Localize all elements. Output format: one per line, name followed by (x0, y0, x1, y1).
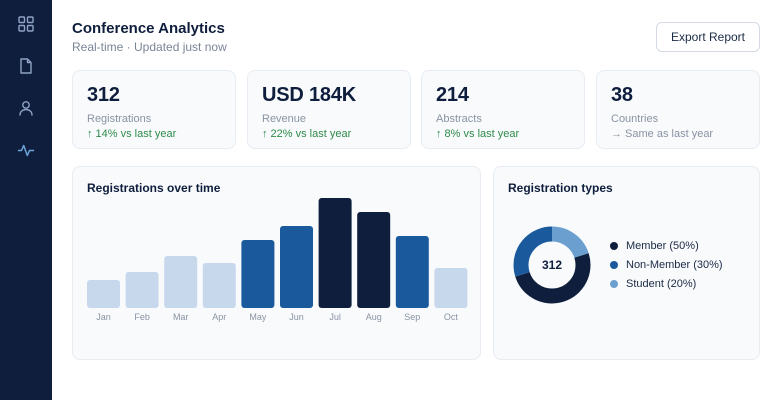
stat-change: ↑ 14% vs last year (87, 128, 177, 140)
x-tick-label: May (249, 312, 267, 322)
donut-slice-member (513, 226, 591, 304)
activity-icon (17, 141, 35, 164)
stat-card-abstracts: 214 Abstracts ↑ 8% vs last year (421, 70, 585, 149)
panel-title: Registration types (508, 181, 613, 195)
stat-label: Countries (611, 113, 659, 125)
bar-jul (318, 198, 352, 308)
legend-item-student: Student (20%) (610, 277, 723, 290)
bar-oct (434, 268, 468, 308)
nav-analytics[interactable] (16, 142, 36, 162)
registration-types-donut: 312 (513, 226, 591, 304)
stat-value: 214 (436, 84, 469, 106)
x-tick-label: Jul (329, 312, 341, 322)
nav-people[interactable] (16, 100, 36, 120)
user-icon (17, 99, 35, 122)
sidebar (0, 0, 52, 400)
x-tick-label: Sep (404, 312, 420, 322)
page-title: Conference Analytics (72, 20, 225, 37)
stat-card-countries: 38 Countries → Same as last year (596, 70, 760, 149)
stat-label: Registrations (87, 113, 152, 125)
bar-jan (87, 280, 120, 308)
x-tick-label: Feb (134, 312, 150, 322)
panel-title: Registrations over time (87, 181, 221, 195)
legend: Member (50%) Non-Member (30%) Student (2… (610, 239, 723, 290)
stat-card-revenue: USD 184K Revenue ↑ 22% vs last year (247, 70, 411, 149)
x-tick-label: Mar (173, 312, 189, 322)
stat-change: → Same as last year (611, 128, 714, 140)
main-content: Conference Analytics Real-time · Updated… (52, 0, 780, 400)
x-tick-label: Jun (289, 312, 304, 322)
bar-sep (395, 236, 429, 308)
stat-change: ↑ 22% vs last year (262, 128, 352, 140)
document-icon (17, 57, 35, 80)
x-tick-label: Aug (366, 312, 382, 322)
bar-may (241, 240, 275, 308)
x-tick-label: Oct (444, 312, 459, 322)
donut-slice-non-member (513, 226, 591, 304)
stat-value: 38 (611, 84, 633, 106)
export-report-button[interactable]: Export Report (656, 22, 760, 52)
registration-types-panel: Registration types 312 Member (50%) Non-… (493, 166, 760, 360)
legend-item-member: Member (50%) (610, 239, 723, 252)
bar-aug (357, 212, 391, 308)
legend-swatch (610, 241, 618, 250)
bar-feb (125, 272, 159, 308)
legend-item-non-member: Non-Member (30%) (610, 258, 723, 271)
nav-dashboard[interactable] (16, 15, 36, 38)
stat-card-registrations: 312 Registrations ↑ 14% vs last year (72, 70, 236, 149)
bar-mar (164, 256, 198, 308)
legend-label: Member (50%) (626, 239, 699, 252)
nav-documents[interactable] (16, 57, 36, 80)
stat-value: 312 (87, 84, 120, 106)
grid-icon (17, 15, 35, 38)
x-tick-label: Apr (212, 312, 226, 322)
bar-jun (280, 226, 313, 308)
donut-center-total: 312 (542, 258, 562, 272)
stat-label: Revenue (262, 113, 307, 125)
stat-label: Abstracts (436, 113, 482, 125)
x-tick-label: Jan (96, 312, 111, 322)
legend-label: Non-Member (30%) (626, 258, 723, 271)
bar-apr (202, 263, 236, 308)
legend-swatch (610, 279, 618, 288)
stat-value: USD 184K (262, 84, 356, 106)
registrations-bar-chart: Jan Feb Mar Apr May Jun Jul Aug Sep Oct (87, 198, 468, 322)
stat-change: ↑ 8% vs last year (436, 128, 520, 140)
page-subtitle: Real-time · Updated just now (72, 40, 227, 54)
legend-swatch (610, 260, 618, 269)
legend-label: Student (20%) (626, 277, 697, 290)
registrations-over-time-panel: Registrations over time Jan Feb Mar Apr May J… (72, 166, 481, 360)
